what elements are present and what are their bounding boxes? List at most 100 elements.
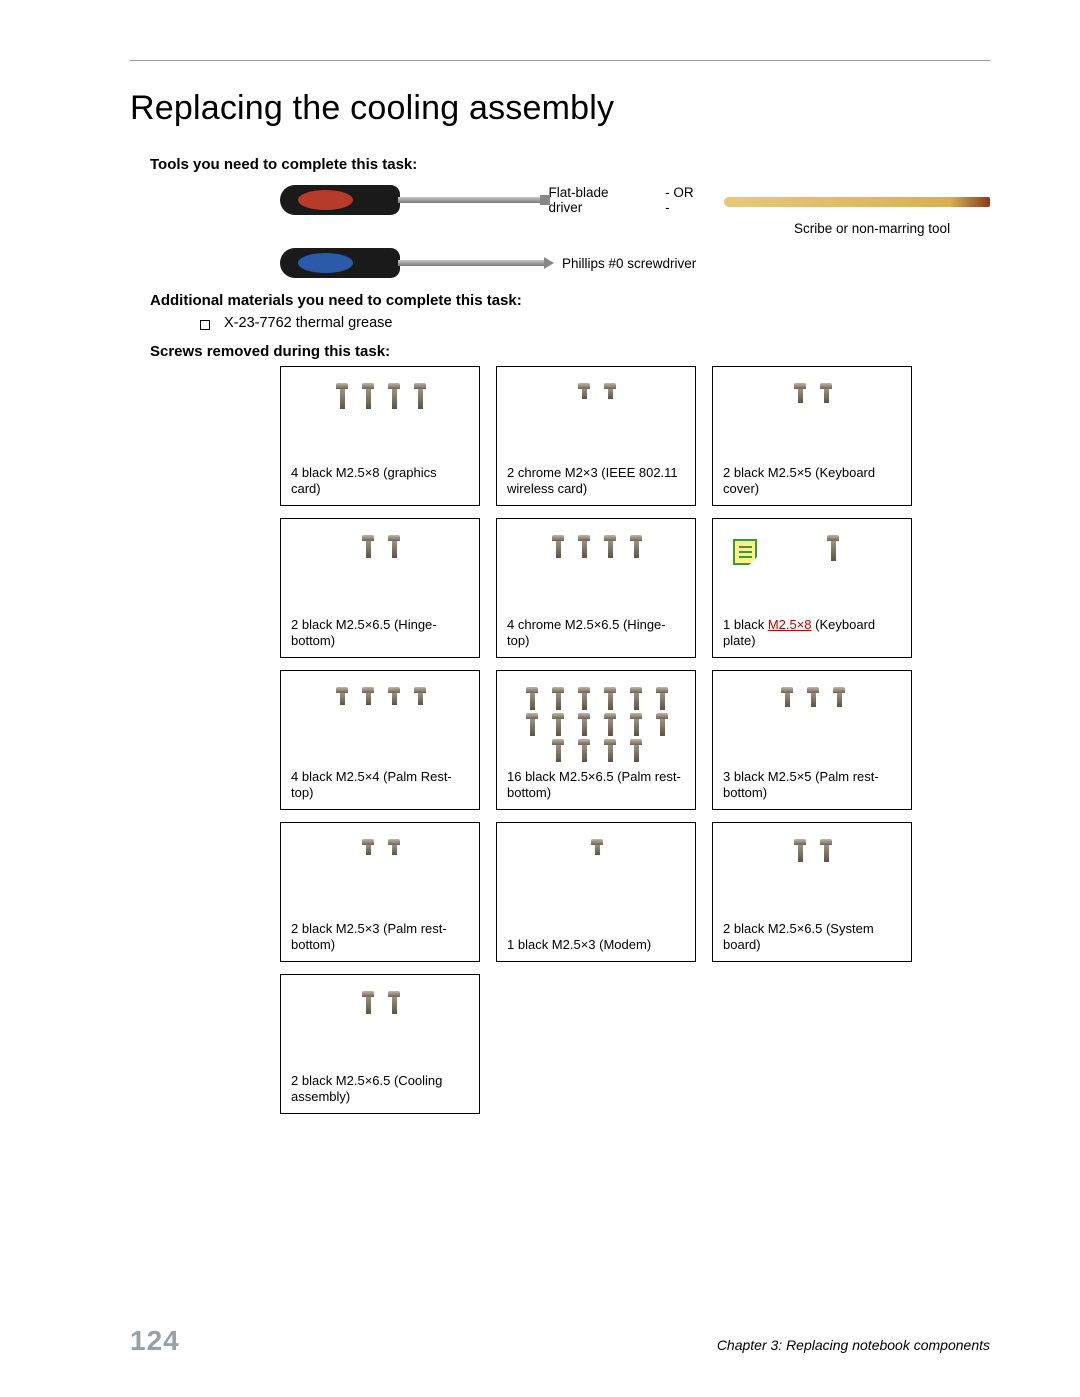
screw-icon — [336, 383, 348, 409]
top-rule — [130, 60, 990, 61]
screw-box: 2 black M2.5×5 (Keyboard cover) — [712, 366, 912, 506]
screw-icon — [630, 687, 642, 710]
screw-area — [291, 529, 469, 617]
screw-caption: 4 black M2.5×8 (graphics card) — [291, 465, 469, 498]
materials-heading: Additional materials you need to complet… — [150, 292, 990, 309]
flat-blade-driver-icon — [280, 179, 536, 221]
screw-icon — [827, 535, 839, 561]
screw-icon — [552, 713, 564, 736]
screw-area — [723, 377, 901, 465]
screw-caption: 3 black M2.5×5 (Palm rest-bottom) — [723, 769, 901, 802]
screw-icon — [578, 687, 590, 710]
screw-icon — [807, 687, 819, 707]
tools-heading: Tools you need to complete this task: — [150, 156, 990, 173]
screw-icon — [552, 535, 564, 558]
screws-heading: Screws removed during this task: — [150, 343, 990, 360]
scribe-caption: Scribe or non-marring tool — [794, 221, 950, 236]
screw-icon — [388, 839, 400, 855]
screw-caption: 1 black M2.5×8 (Keyboard plate) — [723, 617, 901, 650]
screw-icon — [362, 687, 374, 705]
screw-caption: 2 black M2.5×6.5 (System board) — [723, 921, 901, 954]
screw-icon — [794, 383, 806, 403]
screw-icon — [578, 383, 590, 399]
screw-icon — [833, 687, 845, 707]
materials-list: X-23-7762 thermal grease — [190, 315, 990, 331]
screw-icon — [820, 839, 832, 862]
screw-icon — [630, 713, 642, 736]
screw-area — [723, 681, 901, 769]
screw-caption: 4 chrome M2.5×6.5 (Hinge-top) — [507, 617, 685, 650]
phillips-caption: Phillips #0 screwdriver — [562, 256, 696, 271]
screw-icon — [630, 739, 642, 762]
page-title: Replacing the cooling assembly — [130, 89, 990, 128]
page-number: 124 — [130, 1325, 180, 1357]
screw-icon — [362, 839, 374, 855]
screw-icon — [336, 687, 348, 705]
scribe-tool-icon — [724, 197, 990, 207]
screw-icon — [362, 383, 374, 409]
screw-caption: 1 black M2.5×3 (Modem) — [507, 937, 685, 953]
screw-box: 2 black M2.5×6.5 (Cooling assembly) — [280, 974, 480, 1114]
screw-caption: 4 black M2.5×4 (Palm Rest-top) — [291, 769, 469, 802]
screw-icon — [414, 383, 426, 409]
phillips-driver-icon — [280, 242, 550, 284]
note-icon — [733, 539, 757, 565]
screw-icon — [630, 535, 642, 558]
screw-box: 4 chrome M2.5×6.5 (Hinge-top) — [496, 518, 696, 658]
screw-icon — [578, 739, 590, 762]
screw-icon — [388, 535, 400, 558]
chapter-line: Chapter 3: Replacing notebook components — [717, 1337, 990, 1353]
screw-icon — [388, 991, 400, 1014]
screw-area — [507, 681, 685, 769]
screw-caption: 2 black M2.5×3 (Palm rest-bottom) — [291, 921, 469, 954]
flat-driver-caption: Flat-blade driver — [548, 185, 641, 215]
screw-box: 4 black M2.5×4 (Palm Rest-top) — [280, 670, 480, 810]
screw-caption: 2 chrome M2×3 (IEEE 802.11 wireless card… — [507, 465, 685, 498]
screw-icon — [552, 687, 564, 710]
screw-icon — [552, 739, 564, 762]
screw-icon — [604, 739, 616, 762]
screw-icon — [414, 687, 426, 705]
screw-area — [507, 833, 685, 937]
screw-icon — [820, 383, 832, 403]
screw-icon — [578, 535, 590, 558]
screw-icon — [526, 687, 538, 710]
screw-icon — [604, 687, 616, 710]
screw-icon — [604, 383, 616, 399]
tools-block: Flat-blade driver - OR - Scribe or non-m… — [280, 179, 990, 284]
screw-box: 2 black M2.5×6.5 (Hinge-bottom) — [280, 518, 480, 658]
screw-icon — [604, 535, 616, 558]
screw-area — [291, 985, 469, 1073]
screw-link[interactable]: M2.5×8 — [768, 617, 812, 632]
screw-box: 2 chrome M2×3 (IEEE 802.11 wireless card… — [496, 366, 696, 506]
screw-box: 2 black M2.5×3 (Palm rest-bottom) — [280, 822, 480, 962]
screw-icon — [794, 839, 806, 862]
or-text: - OR - — [653, 185, 712, 215]
screw-icon — [526, 713, 538, 736]
screw-icon — [362, 991, 374, 1014]
screw-icon — [591, 839, 603, 855]
screw-icon — [656, 687, 668, 710]
screw-box: 2 black M2.5×6.5 (System board) — [712, 822, 912, 962]
screw-icon — [388, 383, 400, 409]
screw-grid: 4 black M2.5×8 (graphics card) 2 chrome M… — [280, 366, 990, 1114]
screw-icon — [656, 713, 668, 736]
material-item: X-23-7762 thermal grease — [190, 315, 990, 331]
screw-icon — [362, 535, 374, 558]
screw-icon — [604, 713, 616, 736]
screw-box: 1 black M2.5×8 (Keyboard plate) — [712, 518, 912, 658]
screw-icon — [578, 713, 590, 736]
screw-area — [291, 833, 469, 921]
screw-box: 1 black M2.5×3 (Modem) — [496, 822, 696, 962]
screw-icon — [781, 687, 793, 707]
screw-box: 4 black M2.5×8 (graphics card) — [280, 366, 480, 506]
screw-area — [723, 833, 901, 921]
screw-caption: 2 black M2.5×5 (Keyboard cover) — [723, 465, 901, 498]
screw-box: 16 black M2.5×6.5 (Palm rest-bottom) — [496, 670, 696, 810]
screw-area — [507, 377, 685, 465]
screw-area — [723, 529, 901, 617]
screw-area — [507, 529, 685, 617]
screw-icon — [388, 687, 400, 705]
screw-caption: 16 black M2.5×6.5 (Palm rest-bottom) — [507, 769, 685, 802]
screw-box: 3 black M2.5×5 (Palm rest-bottom) — [712, 670, 912, 810]
